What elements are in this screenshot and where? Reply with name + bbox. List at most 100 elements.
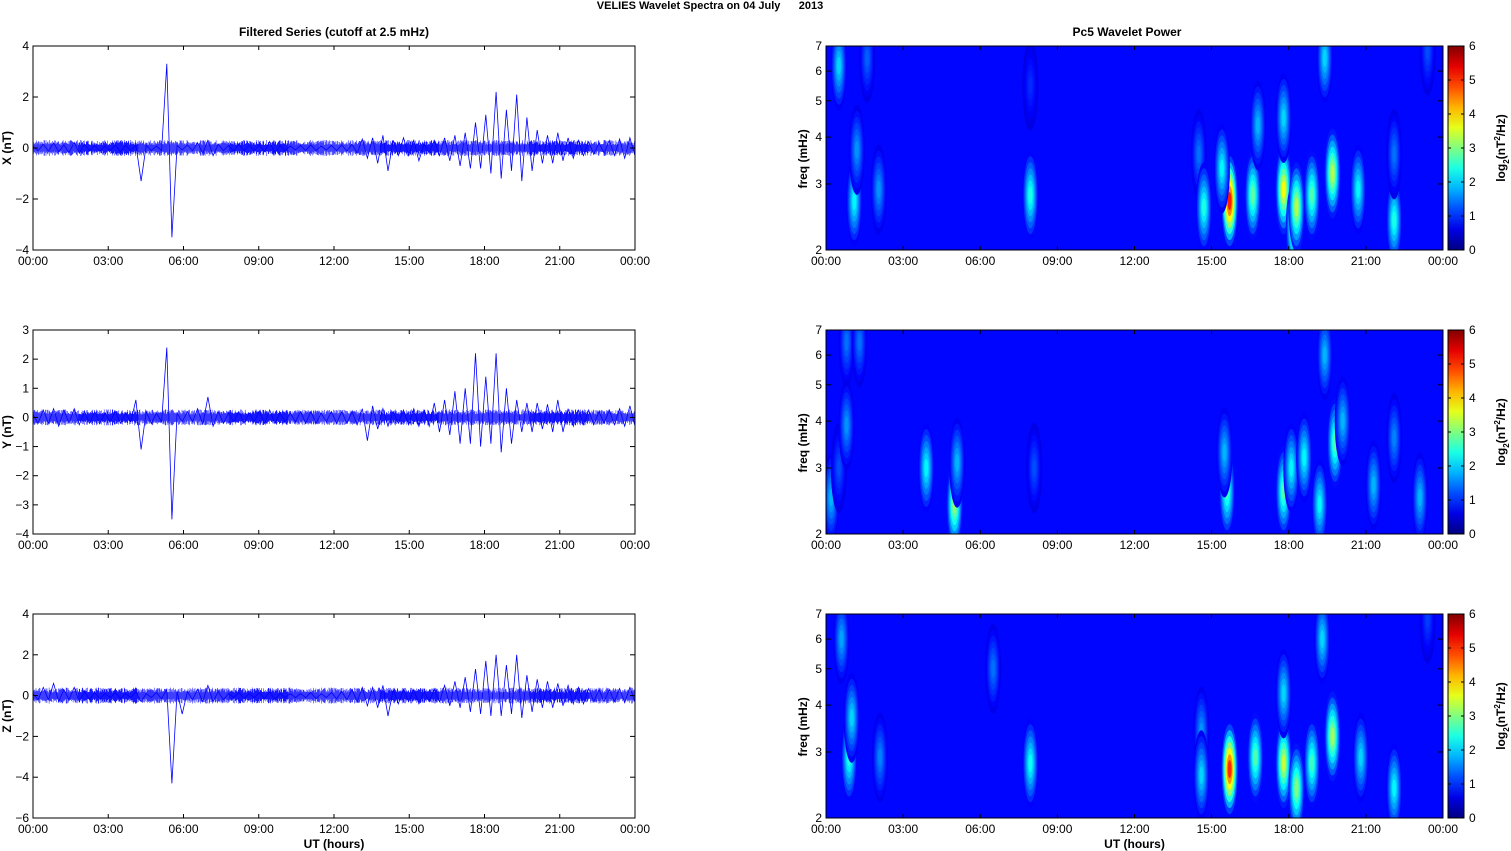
colorbar-tick-label: 6: [1469, 39, 1476, 53]
y-tick-label: 0: [22, 410, 29, 424]
y-tick-label: 4: [815, 130, 822, 144]
y-axis-label: freq (mHz): [796, 413, 810, 472]
power-blob: [854, 140, 859, 159]
y-tick-label: 5: [815, 94, 822, 108]
x-tick-label: 21:00: [545, 538, 575, 552]
y-tick-label: 5: [815, 662, 822, 676]
x-tick-label: 03:00: [93, 822, 123, 836]
power-blob: [955, 453, 960, 472]
y-tick-label: 5: [815, 378, 822, 392]
right-column-title: Pc5 Wavelet Power: [1073, 25, 1182, 39]
x-tick-label: 00:00: [620, 538, 650, 552]
colorbar-label-sub: 2: [1502, 727, 1511, 732]
power-blob: [844, 416, 849, 435]
colorbar-tick-label: 0: [1469, 243, 1476, 257]
x-tick-label: 15:00: [394, 254, 424, 268]
x-tick-label: 12:00: [1119, 538, 1149, 552]
colorbar-label: log2(nT2/Hz): [1493, 398, 1511, 466]
x-tick-label: 00:00: [18, 254, 48, 268]
colorbar-label-power: 2: [1493, 704, 1502, 709]
y-tick-label: −3: [15, 498, 29, 512]
power-blob: [1227, 760, 1232, 779]
figure-title: VELIES Wavelet Spectra on 04 July 2013: [597, 0, 823, 12]
x-tick-label: 09:00: [1042, 538, 1072, 552]
power-blob: [836, 56, 841, 75]
power-blob: [924, 458, 929, 477]
x-tick-label: 12:00: [319, 822, 349, 836]
x-tick-label: 21:00: [1351, 822, 1381, 836]
x-tick-label: 00:00: [620, 822, 650, 836]
x-tick-label: 00:00: [620, 254, 650, 268]
x-tick-label: 06:00: [168, 538, 198, 552]
y-tick-label: 7: [815, 323, 822, 337]
power-blob: [1392, 145, 1397, 164]
colorbar-label-paren: (nT: [1494, 140, 1508, 159]
colorbar-label-paren: (nT: [1494, 708, 1508, 727]
x-tick-label: 03:00: [93, 254, 123, 268]
power-blob: [1294, 198, 1299, 217]
power-blobs: [830, 46, 1436, 250]
y-tick-label: −4: [15, 527, 29, 541]
power-blob: [1356, 180, 1361, 199]
y-tick-label: 4: [22, 607, 29, 621]
colorbar-label-power: 2: [1493, 420, 1502, 425]
power-blob: [1417, 488, 1422, 507]
power-blob: [1358, 748, 1363, 767]
x-tick-label: 09:00: [244, 538, 274, 552]
power-blob: [1255, 116, 1260, 135]
colorbar-tick-label: 3: [1469, 709, 1476, 723]
x-tick-label: 06:00: [965, 538, 995, 552]
colorbar-tick-label: 4: [1469, 675, 1476, 689]
y-tick-label: 0: [22, 689, 29, 703]
power-blobs: [833, 614, 1436, 818]
colorbar-tick-label: 5: [1469, 357, 1476, 371]
y-tick-label: 3: [815, 745, 822, 759]
power-blob: [991, 659, 996, 678]
power-blobs: [826, 330, 1428, 534]
x-tick-label: 15:00: [1197, 538, 1227, 552]
power-blob: [865, 49, 870, 68]
x-tick-label: 21:00: [545, 254, 575, 268]
y-tick-label: 2: [815, 811, 822, 825]
y-tick-label: 1: [22, 381, 29, 395]
x-tick-label: 12:00: [319, 254, 349, 268]
power-blob: [1250, 186, 1255, 205]
colorbar-tick-label: 6: [1469, 323, 1476, 337]
y-tick-label: −2: [15, 729, 29, 743]
colorbar-label-power: 2: [1493, 136, 1502, 141]
colorbar-label-tail: /Hz): [1494, 398, 1508, 420]
spectrogram-panel-x: 2 3 4 5 6 7 freq (mHz) 00:00 03:00 06:00 09:00 12:0…: [796, 39, 1511, 268]
x-tick-label: 00:00: [811, 822, 841, 836]
power-blob: [1032, 458, 1037, 477]
colorbar-tick-label: 0: [1469, 811, 1476, 825]
y-axis-label: Y (nT): [0, 415, 14, 449]
colorbar-label: log2(nT2/Hz): [1493, 682, 1511, 750]
y-tick-label: 7: [815, 39, 822, 53]
timeseries-panel-x: −4 −2 0 2 4 X (nT) 00:00 03:00 06:00 09:00 12:00 15…: [0, 39, 650, 268]
colorbar-tick-label: 5: [1469, 641, 1476, 655]
power-blob: [1281, 180, 1286, 199]
x-tick-label: 18:00: [469, 538, 499, 552]
y-axis-label: Z (nT): [0, 699, 14, 732]
power-blob: [1392, 211, 1397, 230]
power-blob: [1281, 108, 1286, 127]
y-tick-label: 6: [815, 64, 822, 78]
x-tick-label: 03:00: [888, 538, 918, 552]
power-blob: [1425, 614, 1430, 628]
power-blob: [1199, 766, 1204, 785]
power-blob: [1330, 727, 1335, 746]
colorbar-label-base: log: [1494, 448, 1508, 466]
x-tick-label: 00:00: [18, 822, 48, 836]
spectrogram-panel-y: 2 3 4 5 6 7 freq (mHz) 00:00 03:00 06:00 09:00 12:0…: [796, 323, 1511, 552]
x-tick-label: 06:00: [168, 254, 198, 268]
power-blob: [844, 333, 849, 352]
x-tick-label: 00:00: [1428, 538, 1458, 552]
power-blob: [1371, 476, 1376, 495]
x-tick-label: 21:00: [545, 822, 575, 836]
y-tick-label: 7: [815, 607, 822, 621]
power-blob: [1028, 76, 1033, 95]
x-tick-label: 06:00: [168, 822, 198, 836]
